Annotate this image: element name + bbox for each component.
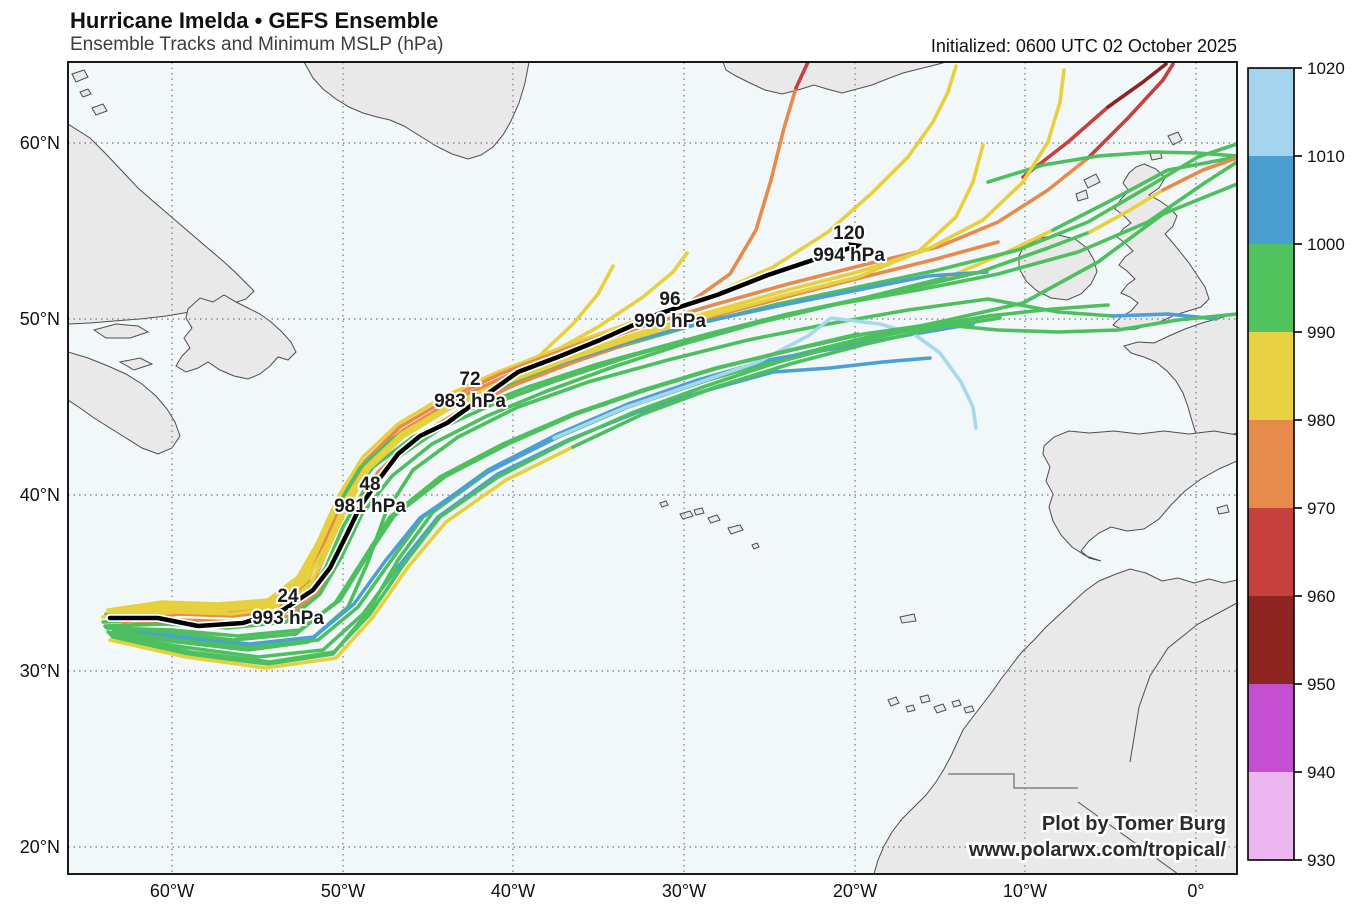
colorbar: 1020 1010 1000 990 980 970 960 950 940 930	[1247, 59, 1345, 870]
colorbar-frame	[1247, 67, 1295, 861]
coastline-labrador	[68, 123, 255, 325]
western-sahara-border	[948, 773, 1179, 874]
colorbar-tick-label: 950	[1307, 675, 1335, 694]
colorbar-tick-label: 990	[1307, 323, 1335, 342]
pressure-label: 983 hPa	[434, 391, 506, 412]
ensemble-track	[552, 316, 978, 440]
lon-tick-label: 0°	[1187, 881, 1204, 901]
pressure-label: 990 hPa	[634, 311, 706, 332]
ensemble-track	[556, 270, 989, 366]
forecast-hour-label: 24	[277, 586, 299, 607]
ensemble-track	[112, 468, 490, 649]
ensemble-track	[1106, 62, 1168, 109]
ensemble-track	[1051, 155, 1237, 232]
colorbar-tick-label: 1020	[1307, 59, 1345, 78]
mean-track-layer	[106, 242, 863, 630]
azores-islands	[659, 500, 760, 550]
morocco-algeria-border	[1129, 602, 1237, 763]
ensemble-track	[571, 316, 1002, 449]
iceland-coast	[722, 62, 947, 95]
colorbar-segment	[1248, 68, 1294, 157]
lat-tick-label: 50°N	[20, 309, 60, 329]
attribution-author: Plot by Tomer Burg	[1042, 813, 1226, 835]
lon-tick-label: 20°W	[833, 881, 877, 901]
lon-tick-label: 40°W	[491, 881, 535, 901]
shetland-islands	[1167, 131, 1183, 146]
ensemble-track	[111, 64, 958, 614]
colorbar-segment	[1248, 420, 1294, 509]
mean-track	[107, 245, 853, 629]
coastline-maritimes	[68, 351, 181, 455]
colorbar-tick-label: 960	[1307, 587, 1335, 606]
colorbar-segment	[1248, 684, 1294, 773]
arctic-islets	[71, 69, 108, 116]
colorbar-tick-label: 1010	[1307, 147, 1345, 166]
colorbar-segment	[1248, 332, 1294, 421]
ensemble-track	[104, 332, 860, 642]
graticule-layer	[68, 62, 1237, 874]
ensemble-track	[1161, 156, 1237, 192]
lon-tick-label: 60°W	[150, 881, 194, 901]
attribution-url: www.polarwx.com/tropical/	[968, 839, 1227, 861]
colorbar-segment	[1248, 156, 1294, 245]
colorbar-tick-label: 980	[1307, 411, 1335, 430]
ensemble-track	[794, 62, 810, 90]
map-frame	[67, 61, 1238, 875]
lon-tick-label: 30°W	[662, 881, 706, 901]
lon-tick-label: 10°W	[1003, 881, 1047, 901]
pressure-label: 993 hPa	[252, 608, 324, 629]
pressure-label: 981 hPa	[334, 496, 406, 517]
anticosti-island	[92, 323, 150, 339]
lat-tick-label: 60°N	[20, 133, 60, 153]
forecast-hour-label: 72	[459, 369, 480, 390]
colorbar-tick-label: 970	[1307, 499, 1335, 518]
ensemble-track	[110, 303, 1110, 664]
ensemble-track	[108, 565, 400, 659]
madeira-island	[899, 613, 917, 624]
canary-islands	[887, 694, 975, 714]
lon-tick-label: 50°W	[321, 881, 365, 901]
colorbar-segment	[1248, 772, 1294, 861]
page-subtitle: Ensemble Tracks and Minimum MSLP (hPa)	[70, 34, 444, 55]
forecast-hour-label: 48	[359, 474, 380, 495]
lat-tick-label: 30°N	[20, 661, 60, 681]
iberian-peninsula	[1042, 430, 1237, 562]
ensemble-track	[103, 230, 1092, 630]
north-africa	[873, 568, 1237, 874]
ensemble-track	[108, 445, 575, 670]
prince-edward-island	[118, 357, 154, 371]
colorbar-tick-label: 940	[1307, 763, 1335, 782]
ensemble-track	[110, 436, 556, 646]
colorbar-segment	[1248, 244, 1294, 333]
greenland-tip	[303, 62, 530, 160]
initialized-timestamp: Initialized: 0600 UTC 02 October 2025	[930, 36, 1237, 56]
axis-labels-layer: 60°W 50°W 40°W 30°W 20°W 10°W 0° 60°N 50°N 40°N 30…	[20, 133, 1205, 901]
colorbar-segment	[1248, 508, 1294, 597]
mean-track-arrowhead	[848, 242, 863, 254]
lat-tick-label: 40°N	[20, 485, 60, 505]
pressure-label: 994 hPa	[813, 245, 885, 266]
colorbar-tick-label: 930	[1307, 851, 1335, 870]
colorbar-tick-label: 1000	[1307, 235, 1345, 254]
page-title: Hurricane Imelda • GEFS Ensemble	[70, 8, 439, 33]
colorbar-segment	[1248, 596, 1294, 685]
forecast-hour-label: 96	[659, 289, 680, 310]
newfoundland-island	[175, 294, 297, 380]
balearic-island	[1216, 504, 1230, 515]
ensemble-track	[1086, 62, 1175, 160]
hebrides	[1075, 173, 1101, 202]
land-layer	[68, 62, 1237, 874]
ensemble-track	[106, 503, 340, 614]
ensemble-track	[1088, 188, 1165, 234]
lat-tick-label: 20°N	[20, 837, 60, 857]
forecast-hour-label: 120	[833, 223, 865, 244]
